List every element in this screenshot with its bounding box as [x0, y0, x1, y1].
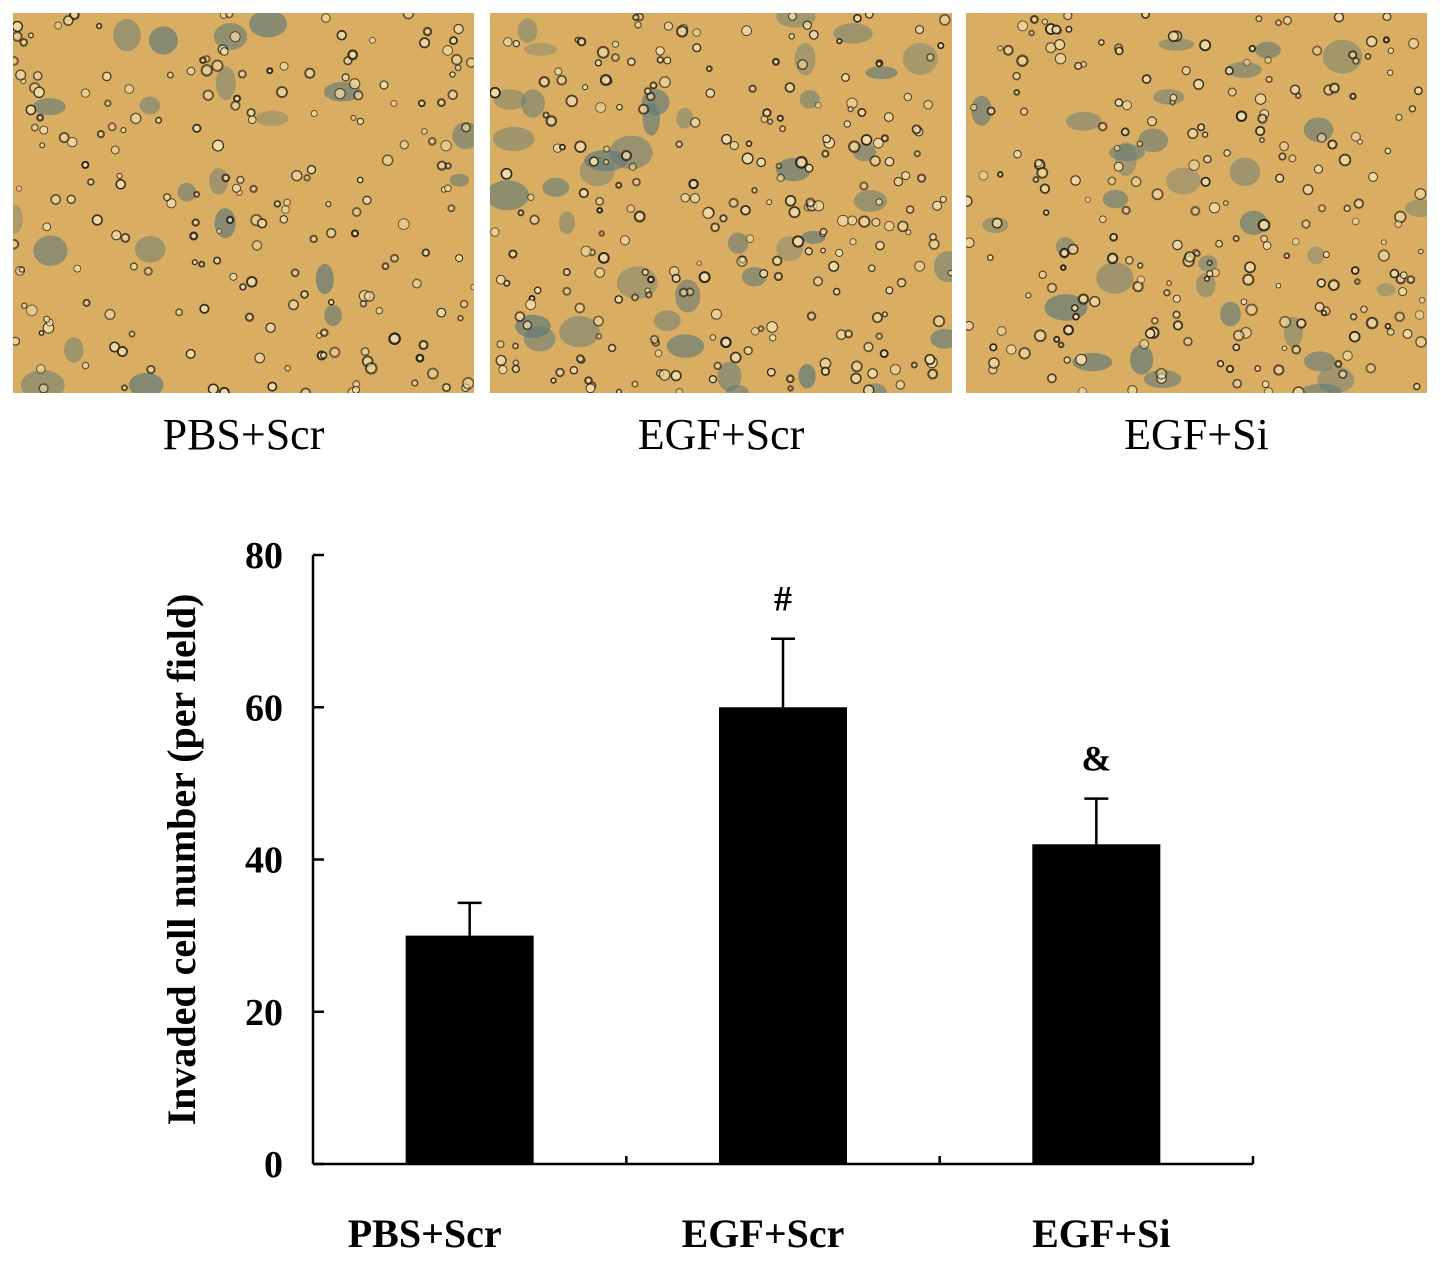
y-tick-label: 20 [245, 992, 283, 1034]
micrograph-egf-si [966, 13, 1427, 393]
chart-labels: 0 20 40 60 80 Invaded cell number (per field)… [159, 535, 1171, 1256]
micrograph-label: PBS+Scr [162, 410, 325, 459]
significance-marker: # [774, 579, 792, 619]
y-axis-label: Invaded cell number (per field) [159, 594, 204, 1126]
x-tick-label: PBS+Scr [348, 1211, 502, 1256]
bar-EGF+Scr [719, 707, 847, 1164]
bar-PBS+Scr [405, 935, 534, 1164]
y-tick-label: 80 [245, 535, 283, 577]
micrograph-label: EGF+Si [1124, 410, 1269, 459]
micrograph-pbs-scr [13, 13, 474, 393]
micrograph-egf-scr [490, 13, 952, 393]
y-tick-label: 40 [245, 840, 283, 882]
bar-chart: 0 20 40 60 80 Invaded cell number (per field)… [159, 535, 1255, 1256]
significance-marker: & [1081, 739, 1111, 779]
x-tick-label: EGF+Si [1032, 1211, 1170, 1256]
y-tick-label: 60 [245, 687, 283, 729]
chart-bars [405, 637, 1161, 1164]
x-tick-label: EGF+Scr [682, 1211, 845, 1256]
micrograph-row [0, 13, 1441, 393]
y-tick-label: 0 [264, 1144, 283, 1186]
bar-EGF+Si [1032, 844, 1161, 1164]
micrograph-label: EGF+Scr [637, 410, 805, 459]
